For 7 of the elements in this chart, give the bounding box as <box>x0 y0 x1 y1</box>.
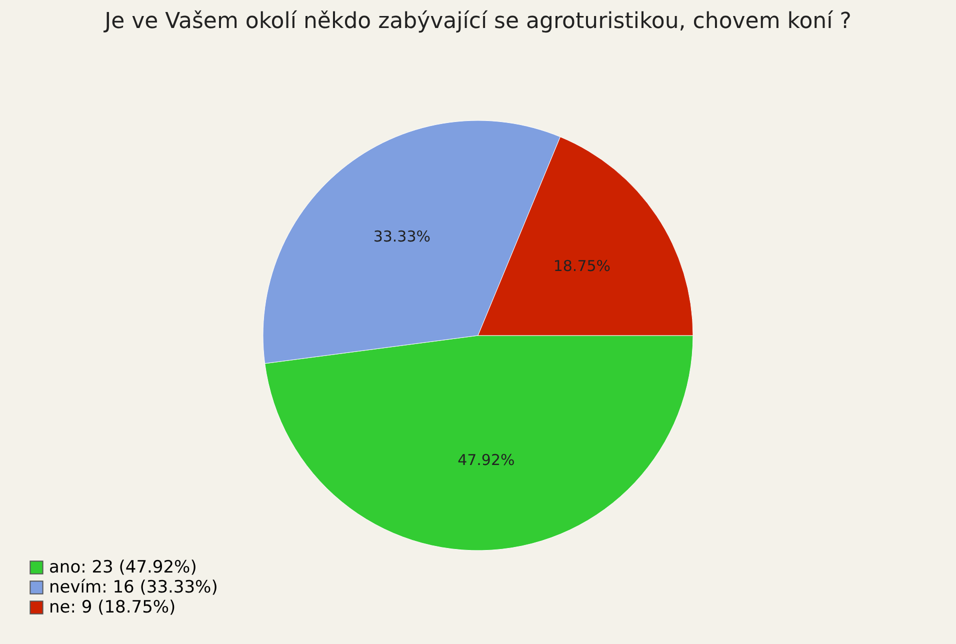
legend-label: ano: 23 (47.92%) <box>49 558 197 578</box>
data-label: 18.75% <box>553 257 611 276</box>
data-label: 33.33% <box>373 227 431 246</box>
data-label: 47.92% <box>458 451 515 470</box>
legend-label: nevím: 16 (33.33%) <box>49 578 218 598</box>
chart-title: Je ve Vašem okolí někdo zabývající se agroturistikou, chovem koní ? <box>102 9 852 34</box>
legend-label: ne: 9 (18.75%) <box>49 598 176 618</box>
